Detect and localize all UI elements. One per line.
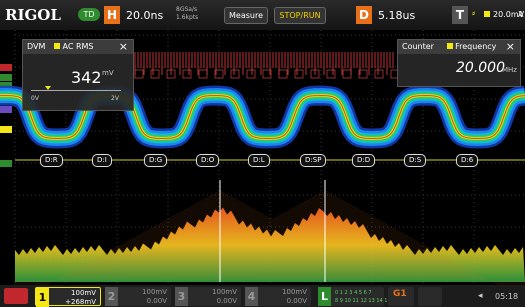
- digital-pulse: [199, 70, 207, 78]
- counter-value: 20.000: [456, 60, 505, 76]
- dvm-panel: DVM AC RMS × 342 mV 0V 2V: [22, 39, 134, 111]
- sample-rate: 8GSa/s: [176, 6, 197, 13]
- channel-number: 2: [105, 287, 118, 306]
- logic-bits-high: 8 9 10 11 12 13 14 15: [335, 298, 391, 304]
- digital-pulse: [295, 70, 303, 78]
- dvm-pointer: [45, 86, 51, 90]
- channel-number: 1: [36, 288, 49, 307]
- counter-close[interactable]: ×: [506, 40, 515, 54]
- counter-panel: Counter Frequency × 20.000 MHz: [397, 39, 521, 87]
- channel-marker: [0, 74, 12, 81]
- speaker-icon: ◂: [478, 291, 483, 301]
- counter-title: Counter: [402, 42, 434, 51]
- decode-label: D:S: [404, 154, 426, 167]
- generator-box[interactable]: G1: [388, 287, 414, 306]
- logic-bits-low: 0 1 2 3 4 5 6 7: [335, 290, 372, 296]
- counter-mode: Frequency: [455, 42, 496, 51]
- channel-number: 3: [175, 287, 188, 306]
- stop-run-button[interactable]: STOP/RUN: [274, 7, 326, 24]
- channel-scale: 100mV: [212, 288, 237, 296]
- channel-marker: [0, 126, 12, 133]
- trigger-label[interactable]: T: [452, 6, 468, 24]
- horizontal-label[interactable]: H: [104, 6, 120, 24]
- digital-pulse: [247, 70, 255, 78]
- dvm-scale: [31, 90, 121, 91]
- top-bar: RIGOL TD H 20.0ns 8GSa/s 1.6kpts Measure…: [0, 0, 525, 30]
- dvm-header: DVM AC RMS ×: [23, 40, 133, 54]
- channel-offset: +268mV: [65, 298, 96, 306]
- dvm-scale-max: 2V: [111, 95, 119, 102]
- trigger-source-icon: [484, 11, 490, 17]
- generator-2-box[interactable]: [418, 287, 442, 306]
- channel-marker: [0, 106, 12, 113]
- channel-marker: [0, 64, 12, 71]
- clock: 05:18: [495, 292, 518, 301]
- dvm-value: 342: [71, 68, 102, 87]
- counter-unit: MHz: [502, 66, 517, 74]
- channel-scale: 100mV: [71, 289, 96, 297]
- decode-label: D:L: [248, 154, 270, 167]
- counter-header: Counter Frequency ×: [398, 40, 520, 54]
- channel-offset: 0.00V: [217, 297, 237, 305]
- digital-pulse: [375, 70, 383, 78]
- measure-button[interactable]: Measure: [224, 7, 268, 24]
- channel-offset: 0.00V: [287, 297, 307, 305]
- dvm-scale-min: 0V: [31, 95, 39, 102]
- channel-scale: 100mV: [142, 288, 167, 296]
- dvm-mode: AC RMS: [63, 42, 94, 51]
- decode-label: D:R: [40, 154, 63, 167]
- decode-label: D:I: [92, 154, 112, 167]
- digital-pulse: [135, 70, 143, 78]
- digital-pulse: [183, 70, 191, 78]
- memory-depth: 1.6kpts: [176, 14, 198, 21]
- channel-box[interactable]: 1 100mV+268mV: [35, 287, 101, 306]
- digital-pulse: [343, 70, 351, 78]
- dvm-close[interactable]: ×: [119, 40, 128, 54]
- channel-number: 4: [245, 287, 258, 306]
- logic-label: L: [318, 287, 331, 306]
- digital-pulse: [151, 70, 159, 78]
- dvm-title: DVM: [27, 42, 45, 51]
- decode-label: D:6: [456, 154, 478, 167]
- dvm-source-icon: [54, 43, 60, 49]
- decode-label: D:O: [196, 154, 219, 167]
- counter-source-icon: [447, 43, 453, 49]
- decode-label: D:SP: [300, 154, 326, 167]
- delay-value[interactable]: 5.18us: [378, 9, 415, 22]
- channel-scale: 100mV: [282, 288, 307, 296]
- mode[interactable]: TD: [78, 8, 100, 21]
- decode-label: D:G: [144, 154, 167, 167]
- trigger-source: A: [518, 10, 523, 19]
- timebase[interactable]: 20.0ns: [126, 9, 163, 22]
- delay-label[interactable]: D: [356, 6, 372, 24]
- generator-label: G1: [393, 289, 407, 299]
- dvm-unit: mV: [102, 69, 114, 77]
- digital-pulse: [279, 70, 287, 78]
- digital-pulse: [231, 70, 239, 78]
- channel-offset: 0.00V: [147, 297, 167, 305]
- trigger-edge-icon: ⸗: [472, 8, 475, 19]
- channel-marker: [0, 160, 12, 167]
- brand: RIGOL: [5, 6, 61, 24]
- menu-button[interactable]: [4, 288, 28, 304]
- decode-label: D:D: [352, 154, 375, 167]
- digital-pulse: [327, 70, 335, 78]
- scope-screen: RIGOL TD H 20.0ns 8GSa/s 1.6kpts Measure…: [0, 0, 525, 307]
- logic-box[interactable]: L 0 1 2 3 4 5 6 7 8 9 10 11 12 13 14 15: [318, 287, 384, 306]
